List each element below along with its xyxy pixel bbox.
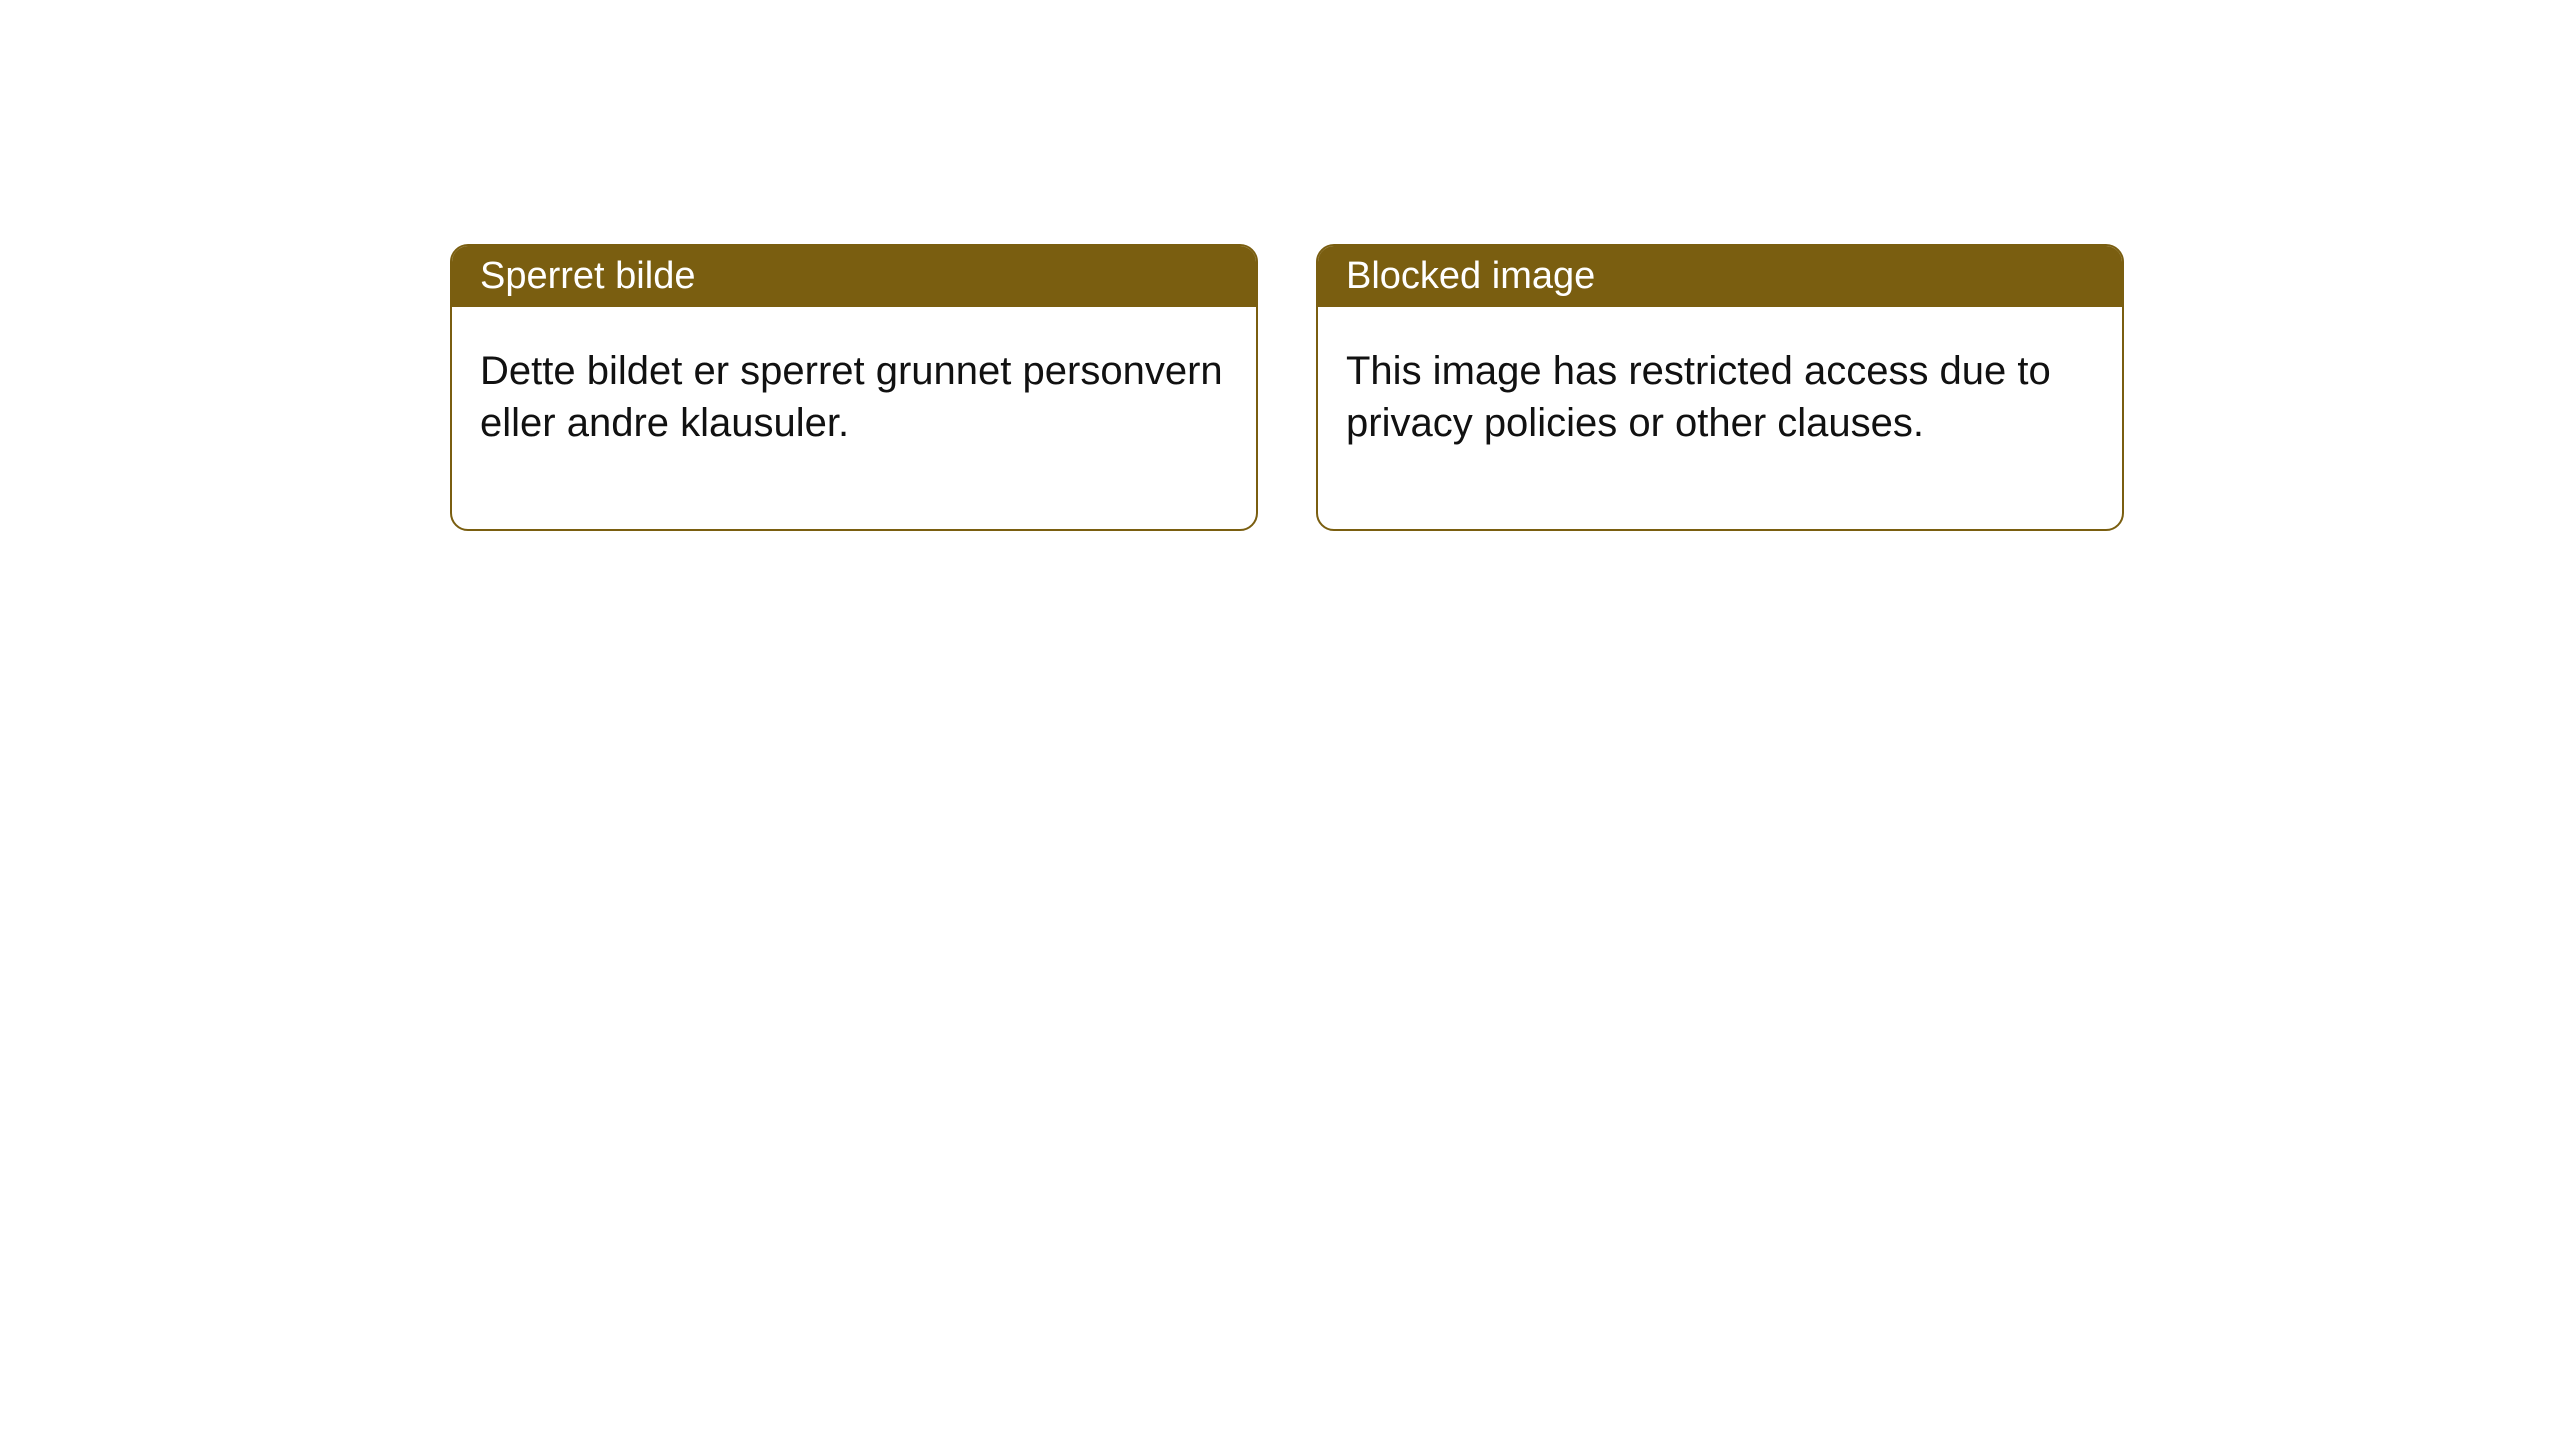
card-header: Sperret bilde	[452, 246, 1256, 307]
notice-card-norwegian: Sperret bilde Dette bildet er sperret gr…	[450, 244, 1258, 531]
card-body: This image has restricted access due to …	[1318, 307, 2122, 529]
card-header: Blocked image	[1318, 246, 2122, 307]
notice-card-english: Blocked image This image has restricted …	[1316, 244, 2124, 531]
card-body: Dette bildet er sperret grunnet personve…	[452, 307, 1256, 529]
notice-container: Sperret bilde Dette bildet er sperret gr…	[0, 0, 2560, 531]
